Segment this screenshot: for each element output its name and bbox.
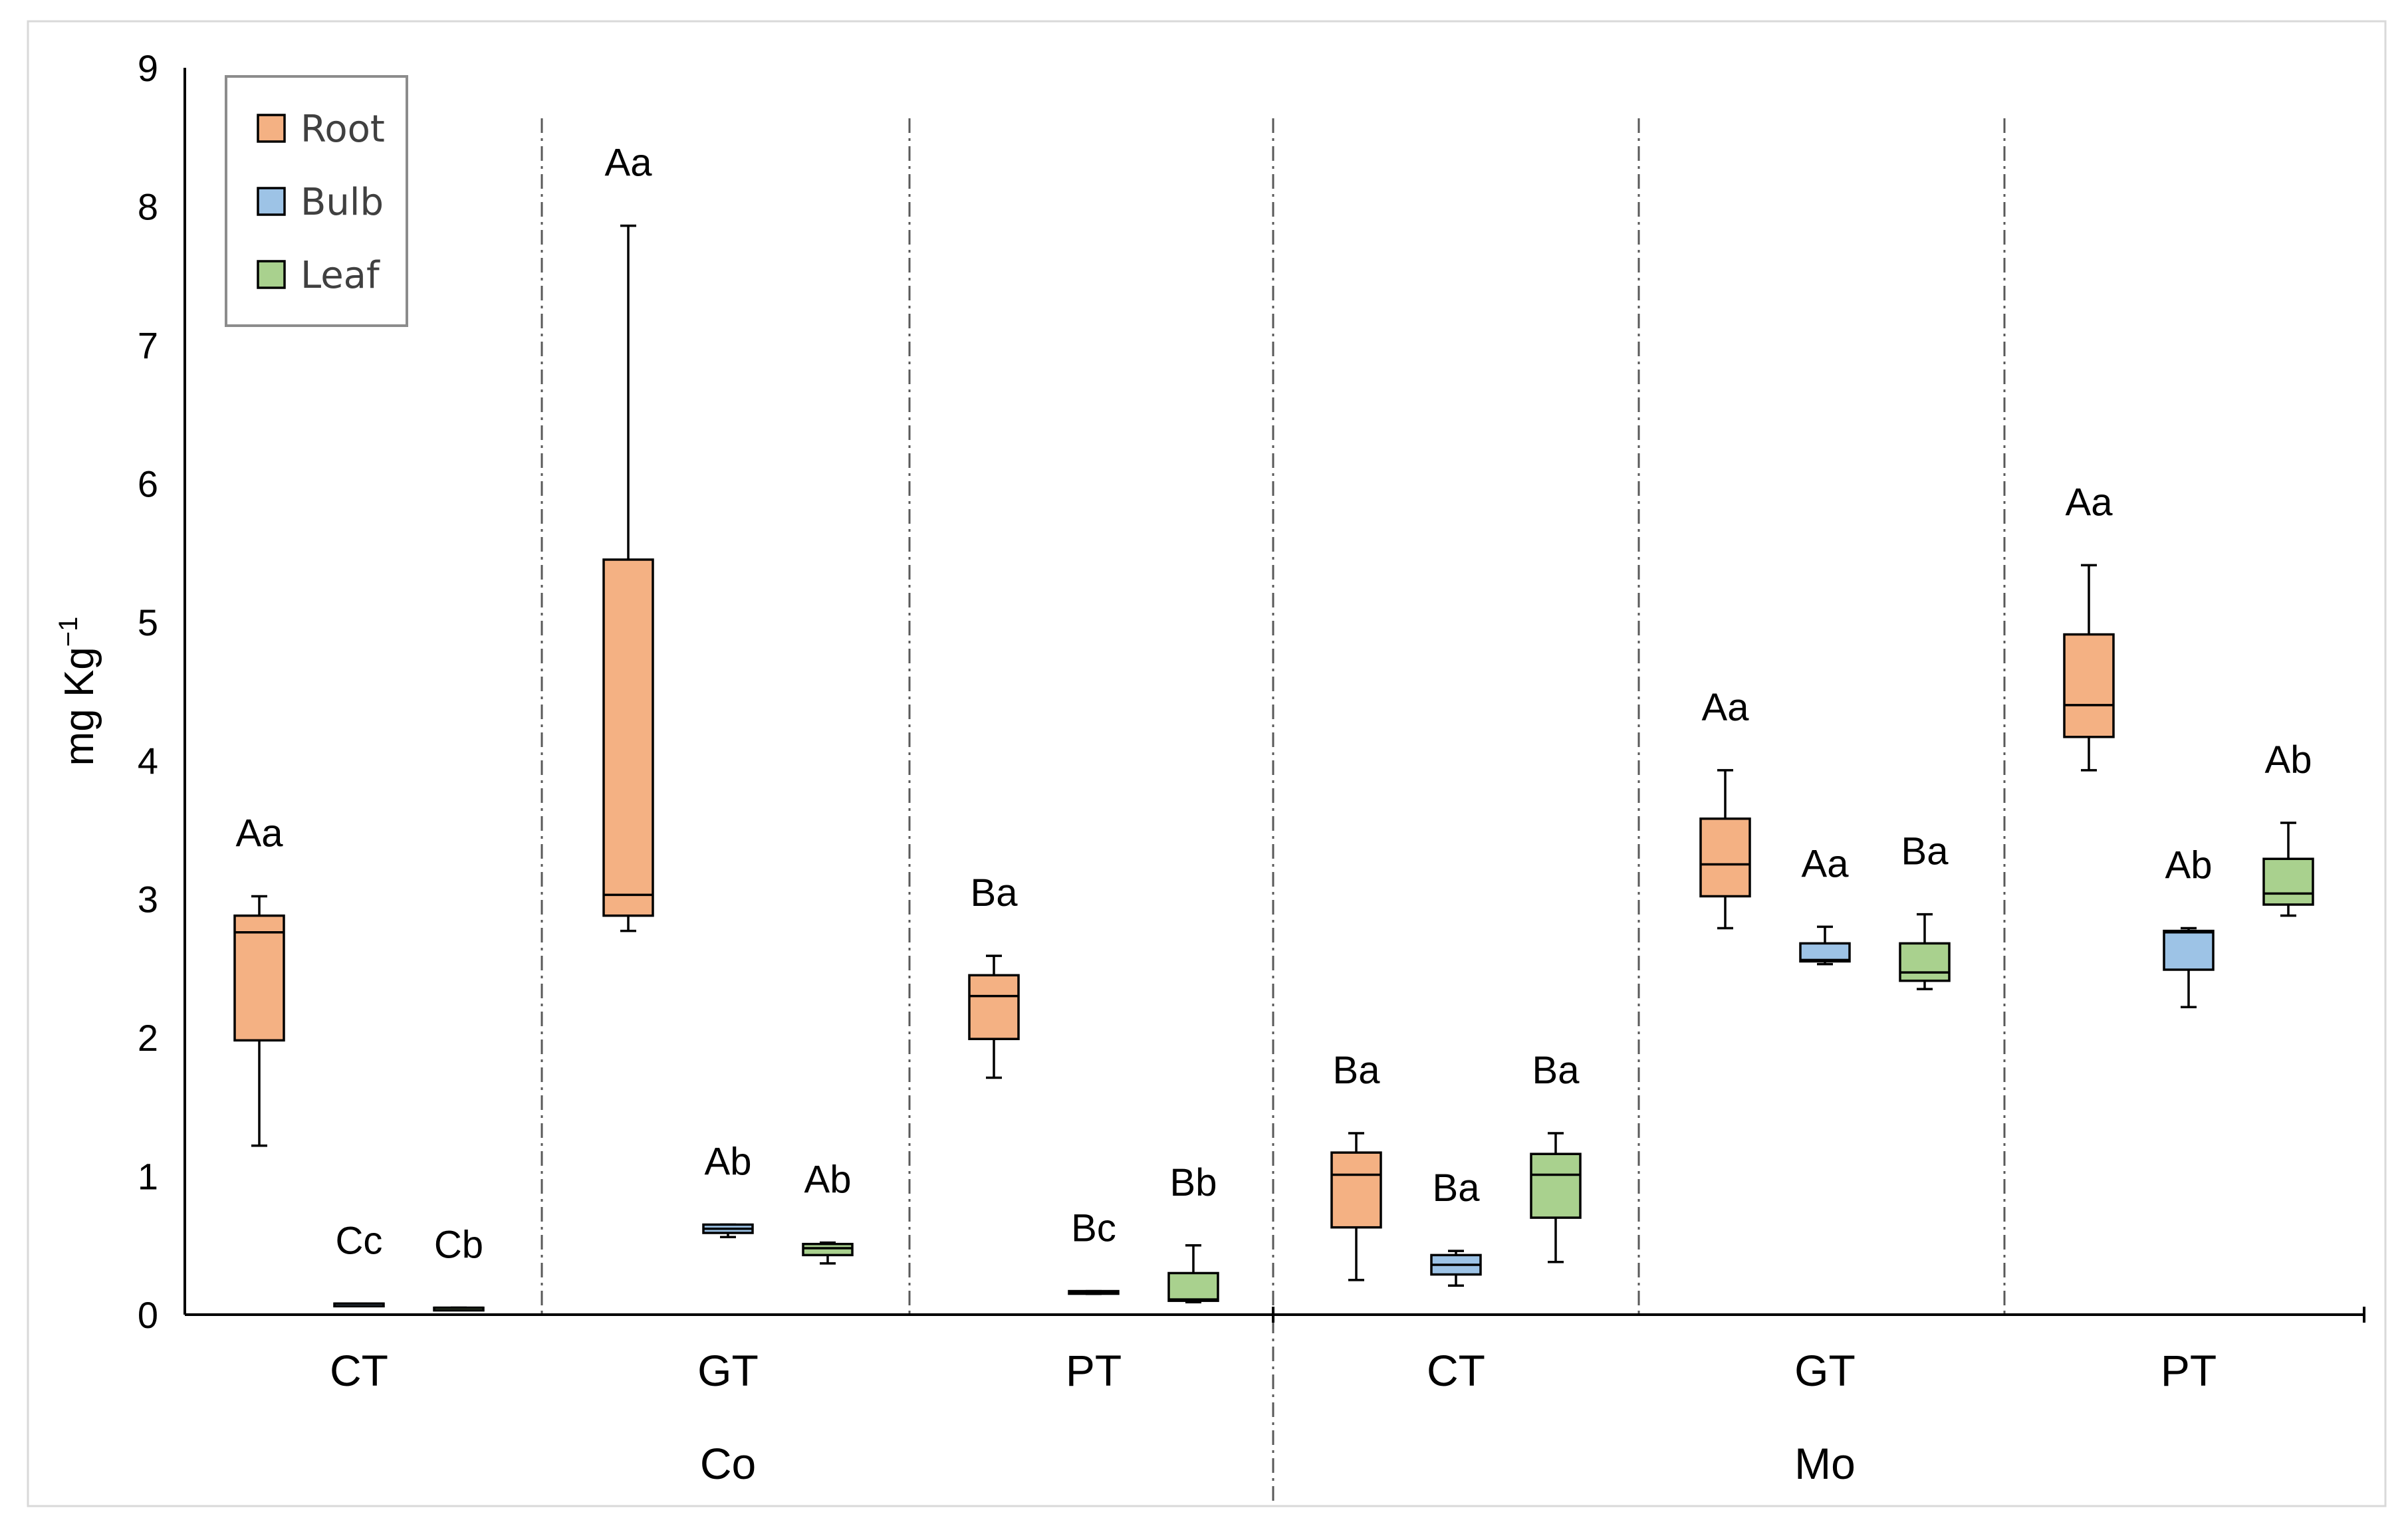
group-label: Mo	[1794, 1439, 1856, 1488]
box-root	[1699, 769, 1751, 930]
box-iqr	[802, 1242, 854, 1257]
y-axis-title: mg Kg−1	[54, 617, 102, 766]
legend-label: Leaf	[301, 254, 380, 297]
significance-label: Aa	[1802, 842, 1850, 885]
box-bulb	[1430, 1250, 1482, 1287]
legend-swatch-leaf	[257, 260, 286, 289]
significance-label: Ab	[2165, 843, 2213, 887]
box-iqr	[2262, 857, 2314, 906]
y-tick-label: 5	[138, 601, 158, 643]
y-tick-label: 2	[138, 1017, 158, 1059]
significance-label: Ab	[804, 1158, 852, 1202]
chart-frame	[27, 20, 2387, 1507]
legend-swatch-bulb	[257, 187, 286, 216]
significance-label: Ba	[971, 871, 1019, 915]
box-leaf	[1899, 913, 1951, 990]
significance-label: Aa	[1702, 686, 1750, 729]
significance-label: Ba	[1532, 1049, 1580, 1092]
group-labels: Co Mo	[700, 1439, 1856, 1488]
y-tick-label: 7	[138, 324, 158, 366]
x-axis	[185, 1307, 2365, 1323]
significance-label: Aa	[236, 812, 284, 855]
significance-label: Ba	[1901, 830, 1949, 873]
y-tick-label: 0	[138, 1294, 158, 1336]
box-iqr	[1330, 1151, 1382, 1229]
significance-label: Ab	[705, 1141, 752, 1184]
y-tick-labels: 0 1 2 3 4 5 6 7 8 9	[138, 47, 158, 1336]
box-leaf	[802, 1241, 854, 1265]
box-iqr	[1899, 942, 1951, 982]
x-tick-labels: CT GT PT CT GT PT	[330, 1346, 2217, 1395]
group-separators	[541, 118, 2006, 1506]
legend-swatch-root	[257, 114, 286, 143]
box-bulb	[1068, 1289, 1120, 1295]
y-tick-label: 3	[138, 879, 158, 921]
box-bulb	[1799, 925, 1851, 966]
significance-label: Aa	[2066, 481, 2113, 524]
box-root	[602, 224, 654, 932]
x-tick-label: GT	[1794, 1346, 1856, 1395]
box-iqr	[233, 914, 285, 1042]
significance-label: Ba	[1333, 1049, 1381, 1092]
y-tick-label: 6	[138, 463, 158, 504]
box-bulb	[333, 1302, 385, 1308]
legend: Root Bulb Leaf	[225, 75, 408, 327]
x-tick-label: CT	[1427, 1346, 1485, 1395]
box-iqr	[2163, 929, 2215, 971]
significance-label: Cc	[336, 1219, 383, 1262]
box-iqr	[602, 558, 654, 917]
legend-label: Root	[301, 108, 385, 151]
box-root	[1330, 1132, 1382, 1281]
significance-label: Ab	[2265, 738, 2312, 782]
box-root	[968, 954, 1020, 1079]
group-label: Co	[700, 1439, 756, 1488]
significance-labels: Aa Cc Cb Aa Ab Ab Ba Bc Bb Ba Ba Ba Aa Aa Ba Aa Ab Ab	[236, 142, 2312, 1267]
box-root	[233, 895, 285, 1147]
significance-label: Bb	[1170, 1161, 1217, 1204]
y-tick-label: 4	[138, 740, 158, 782]
box-leaf	[2262, 821, 2314, 917]
box-bulb	[702, 1223, 754, 1239]
significance-label: Cb	[434, 1224, 483, 1267]
box-iqr	[1530, 1152, 1582, 1219]
box-leaf	[1530, 1132, 1582, 1263]
box-iqr	[968, 974, 1020, 1040]
box-leaf	[433, 1306, 485, 1312]
x-tick-label: PT	[1066, 1346, 1122, 1395]
box-iqr	[2063, 633, 2115, 738]
y-tick-label: 9	[138, 47, 158, 89]
box-plots	[233, 224, 2314, 1312]
y-tick-label: 8	[138, 185, 158, 227]
box-iqr	[1799, 942, 1851, 963]
significance-label: Bc	[1071, 1207, 1116, 1250]
box-iqr	[1167, 1271, 1219, 1302]
y-tick-label: 1	[138, 1156, 158, 1198]
x-tick-label: PT	[2161, 1346, 2217, 1395]
x-tick-label: GT	[697, 1346, 759, 1395]
box-bulb	[2163, 927, 2215, 1009]
significance-label: Ba	[1433, 1166, 1481, 1210]
box-leaf	[1167, 1244, 1219, 1303]
legend-box	[225, 75, 408, 327]
x-tick-label: CT	[330, 1346, 388, 1395]
box-root	[2063, 564, 2115, 772]
significance-label: Aa	[605, 142, 653, 185]
legend-label: Bulb	[301, 181, 384, 224]
box-iqr	[1699, 818, 1751, 898]
